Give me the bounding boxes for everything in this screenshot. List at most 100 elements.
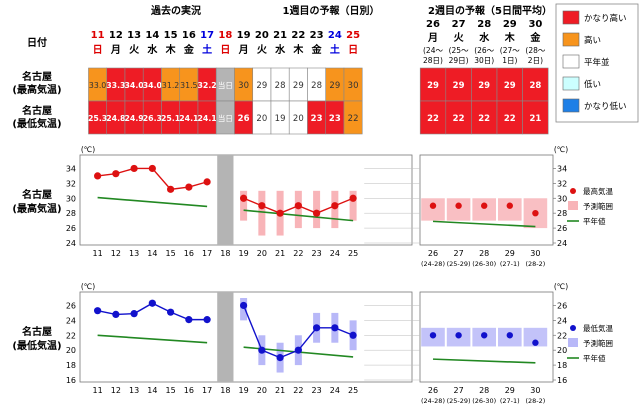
day-number: 23 bbox=[310, 30, 324, 41]
weekday-label: 月 bbox=[238, 44, 249, 56]
min-xtick: 22 bbox=[293, 386, 303, 395]
weekday-label: 月 bbox=[110, 44, 121, 56]
min-xtick: 25 bbox=[348, 386, 358, 395]
week2-range-label: 28日) bbox=[423, 56, 443, 65]
max-ytick-left: 34 bbox=[66, 164, 76, 173]
week2-weekday-label: 水 bbox=[478, 31, 490, 44]
min-normal-line-past bbox=[97, 334, 208, 344]
max-row-cell bbox=[496, 67, 523, 102]
table-legend-label: かなり低い bbox=[584, 101, 627, 112]
day-number: 13 bbox=[127, 30, 141, 41]
max-week2-xtick: 27 bbox=[454, 249, 464, 258]
max-forecast-range-bar bbox=[258, 190, 266, 236]
max-ytick-right: 32 bbox=[557, 179, 567, 188]
weekday-label: 日 bbox=[93, 44, 103, 56]
min-row-cell-value: 22 bbox=[453, 114, 465, 124]
day-number: 24 bbox=[328, 30, 342, 41]
week2-day-number: 26 bbox=[426, 19, 440, 30]
max-xtick: 16 bbox=[184, 249, 194, 258]
week2-range-label: 29日) bbox=[449, 56, 469, 65]
weekday-label: 木 bbox=[292, 43, 304, 56]
min-row-cell-value: 23 bbox=[329, 114, 341, 124]
min-week2-point bbox=[481, 332, 488, 339]
max-week2-xtick-range: (28-2) bbox=[525, 260, 545, 268]
min-forecast-range-bar bbox=[240, 298, 248, 321]
min-xtick: 24 bbox=[330, 386, 340, 395]
max-week2-xtick-range: (24-28) bbox=[421, 260, 445, 268]
min-row-cell-value: 24.1 bbox=[179, 114, 198, 123]
max-forecast-range-bar bbox=[240, 190, 248, 221]
max-forecast-range-bar bbox=[349, 190, 357, 221]
min-week2-xtick: 28 bbox=[479, 386, 489, 395]
max-ytick-right: 26 bbox=[557, 224, 567, 233]
week2-weekday-label: 月 bbox=[427, 32, 438, 44]
max-week2-range-box bbox=[446, 198, 471, 221]
min-row-cell-value: 22 bbox=[478, 114, 490, 124]
weekday-label: 木 bbox=[165, 43, 177, 56]
max-unit-left: (℃) bbox=[81, 145, 95, 154]
max-week2-xtick: 29 bbox=[505, 249, 515, 258]
past-title: 過去の実況 bbox=[150, 4, 201, 17]
max-observed-point bbox=[185, 183, 193, 191]
table-legend-swatch bbox=[562, 10, 580, 25]
max-week2-xtick: 26 bbox=[428, 249, 438, 258]
max-row-cell-value: 28 bbox=[529, 81, 541, 91]
min-week2-xtick-range: (24-28) bbox=[421, 397, 445, 405]
max-week2-xtick: 28 bbox=[479, 249, 489, 258]
max-week2-point bbox=[506, 202, 513, 209]
week2-range-label: 2日) bbox=[528, 56, 543, 65]
weekday-label: 土 bbox=[202, 43, 212, 56]
max-row-cell-value: 31.2 bbox=[162, 81, 179, 90]
week2-weekday-label: 金 bbox=[529, 31, 541, 44]
max-week2-xtick-range: (27-1) bbox=[500, 260, 520, 268]
min-ytick-left: 18 bbox=[66, 361, 76, 370]
table-legend-label: 高い bbox=[584, 35, 601, 46]
max-plot-frame bbox=[79, 154, 413, 246]
max-normal-line-week2 bbox=[432, 220, 536, 228]
max-ytick-left: 24 bbox=[66, 239, 76, 248]
min-week2-xtick: 26 bbox=[428, 386, 438, 395]
row-label-max: 名古屋 bbox=[22, 70, 52, 83]
max-xtick: 21 bbox=[275, 249, 285, 258]
min-row-cell-value: 25.3 bbox=[88, 114, 107, 123]
min-ytick-left: 16 bbox=[66, 376, 76, 385]
min-row-cell-value: 22 bbox=[427, 114, 439, 124]
min-unit-left: (℃) bbox=[81, 282, 95, 291]
max-observed-point bbox=[112, 170, 120, 178]
max-xtick: 25 bbox=[348, 249, 358, 258]
max-ytick-left: 30 bbox=[66, 194, 76, 203]
min-ytick-left: 26 bbox=[66, 301, 76, 310]
min-observed-point bbox=[203, 316, 211, 324]
min-observed-point bbox=[130, 310, 138, 318]
min-xtick: 13 bbox=[129, 386, 139, 395]
min-week2-xtick-range: (26-30) bbox=[472, 397, 496, 405]
max-row-cell bbox=[522, 67, 549, 102]
max-normal-line-past bbox=[97, 196, 208, 208]
day-number: 21 bbox=[273, 30, 287, 41]
max-row-cell bbox=[419, 67, 447, 102]
max-week2-point bbox=[429, 202, 437, 209]
weekday-label: 金 bbox=[183, 43, 195, 56]
max-forecast-point bbox=[240, 194, 248, 202]
max-row-cell-value: 33.3 bbox=[106, 81, 125, 90]
min-week2-xtick: 27 bbox=[454, 386, 464, 395]
max-row-cell-value: 33.0 bbox=[89, 81, 106, 90]
max-row-cell-value: 32.2 bbox=[197, 81, 216, 90]
max-row-cell-value: 29 bbox=[504, 81, 516, 91]
min-xtick: 17 bbox=[202, 386, 212, 395]
day-number: 25 bbox=[346, 30, 360, 41]
week2-weekday-label: 火 bbox=[454, 32, 465, 44]
row-label-min: 名古屋 bbox=[22, 104, 52, 117]
max-forecast-range-bar bbox=[313, 190, 321, 229]
min-row-cell-value: 20 bbox=[293, 114, 304, 124]
max-week2-range-box bbox=[472, 198, 496, 221]
max-row-cell-value: 28 bbox=[275, 81, 286, 91]
table-legend-swatch bbox=[562, 76, 580, 91]
week2-range-label: 30日) bbox=[474, 56, 494, 65]
max-week2-plot-frame bbox=[419, 154, 554, 246]
max-row-cell-value: 34.0 bbox=[124, 81, 144, 90]
min-ytick-right: 18 bbox=[557, 361, 567, 370]
min-week2-xtick-range: (28-2) bbox=[525, 397, 545, 405]
day-number: 14 bbox=[145, 30, 159, 41]
max-forecast-range-bar bbox=[294, 190, 302, 229]
